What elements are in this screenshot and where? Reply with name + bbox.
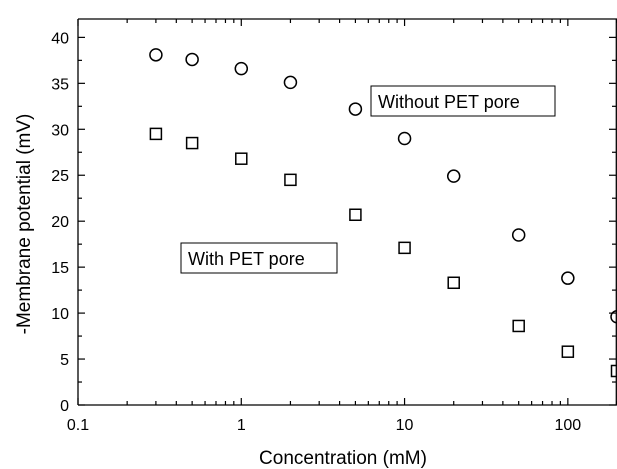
annotation-box-without [370, 85, 556, 117]
x-axis-title: Concentration (mM) [259, 448, 427, 469]
y-tick-label: 40 [51, 30, 69, 47]
y-tick-label: 5 [60, 352, 69, 369]
y-tick-label: 10 [51, 306, 69, 323]
data-point-circle [234, 61, 249, 76]
annotation-without-pet-pore: Without PET pore [370, 85, 556, 117]
data-point-square [512, 319, 525, 333]
y-tick-label: 35 [51, 76, 69, 93]
data-point-square [284, 173, 297, 187]
annotation-box-with [180, 242, 338, 274]
x-tick-label: 10 [396, 417, 414, 434]
data-point-circle [185, 52, 199, 67]
y-tick-label: 15 [51, 260, 69, 277]
axes [77, 18, 617, 406]
data-point-circle [511, 228, 526, 242]
data-point-square [398, 241, 411, 255]
y-axis-title: -Membrane potential (mV) [14, 114, 35, 335]
y-tick-label: 0 [60, 398, 69, 415]
data-point-circle [283, 75, 298, 90]
data-point-square [149, 127, 163, 141]
data-point-circle [561, 271, 575, 285]
data-point-square [447, 276, 460, 290]
data-point-circle [610, 310, 617, 324]
tick-labels: 0 5 10 15 20 25 30 35 40 0.1 1 10 100 [51, 30, 581, 434]
y-tick-label: 20 [51, 214, 69, 231]
annotation-with-pet-pore: With PET pore [180, 242, 338, 274]
data-point-square [561, 345, 575, 358]
data-marks [149, 48, 617, 378]
data-point-square [349, 208, 362, 222]
data-point-circle [348, 102, 363, 116]
ticks [77, 19, 617, 406]
data-point-square [610, 364, 617, 378]
x-tick-label: 100 [554, 417, 581, 434]
data-point-circle [446, 169, 461, 183]
y-tick-label: 25 [51, 168, 69, 185]
data-point-circle [397, 131, 412, 146]
data-point-circle [149, 48, 163, 62]
annotation-text-with: With PET pore [188, 249, 305, 269]
x-tick-label: 1 [237, 417, 246, 434]
data-point-square [185, 136, 199, 150]
data-point-square [235, 152, 248, 165]
x-tick-label: 0.1 [67, 417, 89, 434]
y-tick-label: 30 [51, 122, 69, 139]
annotation-text-without: Without PET pore [378, 92, 520, 112]
